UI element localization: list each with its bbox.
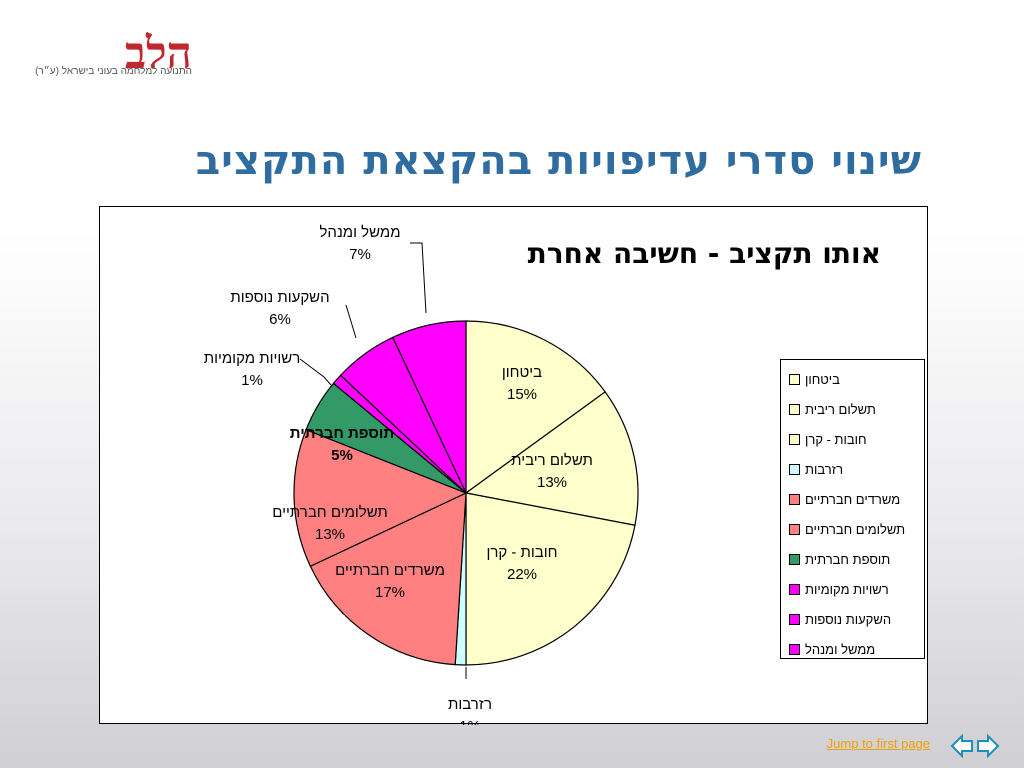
jump-to-first-page-link[interactable]: Jump to first page <box>826 736 930 751</box>
slice-value-label: 1% <box>459 718 481 725</box>
slice-value-label: 13% <box>315 526 345 543</box>
slice-label: תשלום ריבית <box>511 452 593 469</box>
arrow-right-icon[interactable] <box>976 732 1000 760</box>
legend-item: ביטחון <box>787 370 918 390</box>
slide-navigation <box>950 732 1002 762</box>
legend-label: רשויות מקומיות <box>805 582 889 597</box>
chart-container: ביטחון 15% תשלום ריבית 13% חובות - קרן 22% רזר… <box>99 206 928 725</box>
legend-swatch <box>789 494 800 505</box>
legend-item: משרדים חברתיים <box>787 490 918 510</box>
legend-label: חובות - קרן <box>805 432 867 447</box>
legend-item: תוספת חברתית <box>787 550 918 570</box>
slice-value-label: 5% <box>331 447 353 464</box>
logo: הלב התנועה למלחמה בעוני בישראל (ע״ר) <box>20 30 200 96</box>
legend-label: תשלומים חברתיים <box>805 522 906 537</box>
legend-item: השקעות נוספות <box>787 610 918 630</box>
leader-line <box>410 242 427 314</box>
legend-label: תשלום ריבית <box>805 402 876 417</box>
slice-label: ביטחון <box>502 364 542 381</box>
pie-slice <box>465 320 606 495</box>
logo-subtitle: התנועה למלחמה בעוני בישראל (ע״ר) <box>35 66 192 77</box>
slice-value-label: 22% <box>507 566 537 583</box>
slice-label: משרדים חברתיים <box>335 562 445 579</box>
pie-slice <box>293 428 468 568</box>
slice-label: רשויות מקומיות <box>204 350 301 367</box>
slice-label: תשלומים חברתיים <box>272 504 388 521</box>
pie-chart: ביטחון 15% תשלום ריבית 13% חובות - קרן 22% רזר… <box>204 224 639 725</box>
legend-swatch <box>789 614 800 625</box>
legend-item: ממשל ומנהל <box>787 640 918 660</box>
legend-label: תוספת חברתית <box>805 552 891 567</box>
legend-item: רשויות מקומיות <box>787 580 918 600</box>
legend-swatch <box>789 404 800 415</box>
legend-swatch <box>789 644 800 655</box>
chart-legend: ביטחון תשלום ריבית חובות - קרן רזרבות משרדים… <box>780 359 925 659</box>
pie-slice <box>465 492 636 666</box>
legend-swatch <box>789 584 800 595</box>
slice-label: השקעות נוספות <box>230 289 329 306</box>
legend-label: השקעות נוספות <box>805 612 892 627</box>
chart-title: אותו תקציב - חשיבה אחרת <box>527 237 881 270</box>
leader-line <box>345 304 357 339</box>
slice-value-label: 17% <box>375 584 405 601</box>
legend-item: תשלום ריבית <box>787 400 918 420</box>
legend-item: חובות - קרן <box>787 430 918 450</box>
slice-label: ממשל ומנהל <box>319 224 400 241</box>
slice-value-label: 13% <box>537 474 567 491</box>
pie-slice <box>309 492 467 666</box>
legend-label: ממשל ומנהל <box>805 642 876 657</box>
slice-value-label: 6% <box>269 311 291 328</box>
slice-value-label: 1% <box>241 372 263 389</box>
slice-label: רזרבות <box>448 696 492 713</box>
logo-mark: הלב <box>124 28 192 79</box>
legend-label: ביטחון <box>805 372 840 387</box>
legend-label: רזרבות <box>805 462 844 477</box>
arrow-left-icon[interactable] <box>950 732 974 760</box>
slice-value-label: 7% <box>349 246 371 263</box>
slice-label: תוספת חברתית <box>290 425 394 442</box>
slice-value-label: 15% <box>507 386 537 403</box>
legend-swatch <box>789 464 800 475</box>
legend-item: תשלומים חברתיים <box>787 520 918 540</box>
legend-label: משרדים חברתיים <box>805 492 901 507</box>
slice-label: חובות - קרן <box>486 544 557 561</box>
legend-swatch <box>789 434 800 445</box>
legend-item: רזרבות <box>787 460 918 480</box>
legend-swatch <box>789 374 800 385</box>
leader-line <box>299 358 332 386</box>
page-title: שינוי סדרי עדיפויות בהקצאת התקציב <box>195 138 922 184</box>
legend-swatch <box>789 524 800 535</box>
legend-swatch <box>789 554 800 565</box>
pie-slice <box>391 320 467 494</box>
pie-slice <box>464 391 639 526</box>
